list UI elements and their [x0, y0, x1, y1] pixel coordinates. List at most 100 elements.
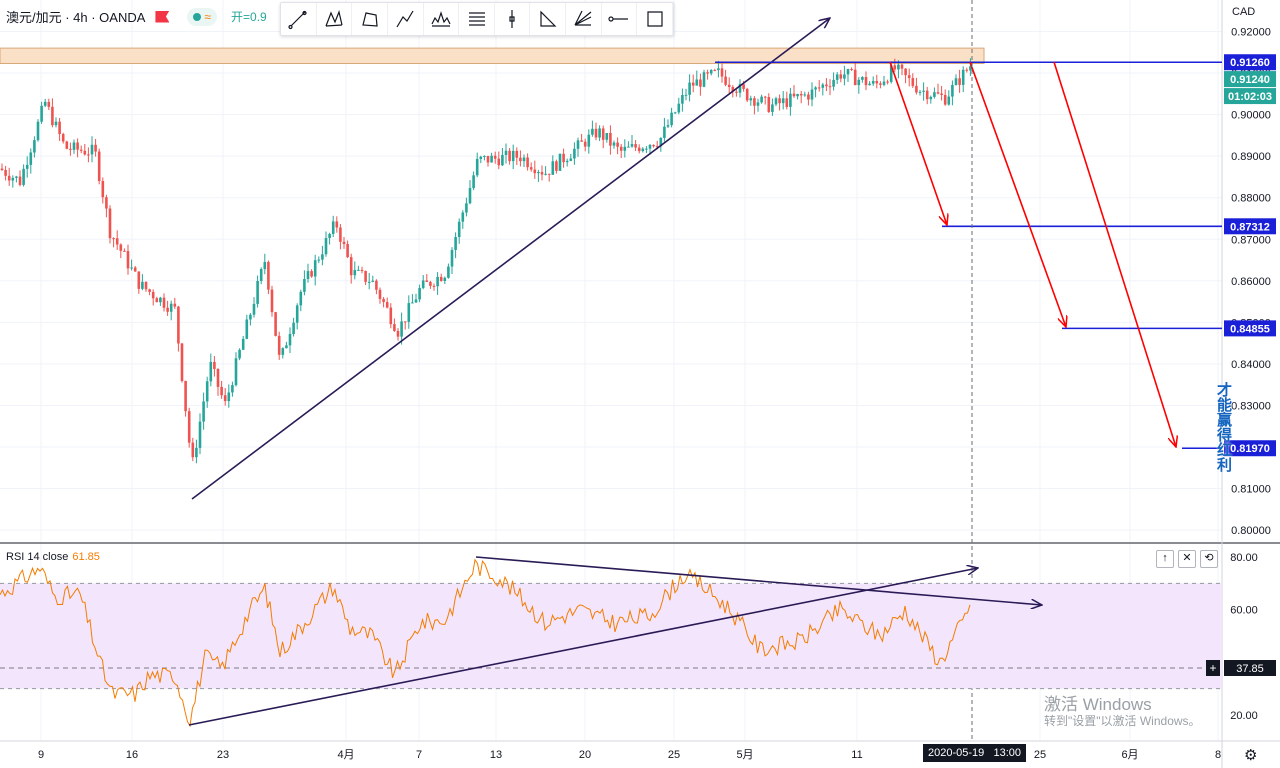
candle: [526, 153, 529, 171]
vertical-line-tool-button[interactable]: [495, 3, 531, 35]
candle-body: [817, 87, 821, 89]
fan-tool-button[interactable]: [566, 3, 602, 35]
candle: [335, 216, 339, 233]
settings-gear-icon[interactable]: ⚙: [1244, 747, 1258, 764]
candle: [940, 85, 943, 101]
flag-icon[interactable]: [155, 10, 170, 23]
maximize-pane-button[interactable]: ⟲: [1200, 550, 1218, 568]
candle-body: [342, 241, 346, 245]
candle: [947, 90, 951, 106]
move-up-button[interactable]: ↑: [1156, 550, 1174, 568]
candle-body: [882, 81, 886, 85]
price-tick-label: 0.84000: [1231, 359, 1271, 371]
target-arrow-3[interactable]: [1053, 61, 1176, 447]
candle: [616, 137, 619, 155]
fib-retracement-tool-icon: [468, 12, 485, 26]
rectangle-tool-button[interactable]: [637, 3, 674, 35]
candle-body: [105, 197, 108, 209]
rsi-marker-text: 37.85: [1236, 663, 1264, 675]
candle: [339, 223, 342, 250]
candle-body: [576, 140, 580, 149]
time-axis[interactable]: 9 16 23 4月 7 13 20 25 5月 11 25 6月 8: [38, 749, 1221, 761]
abcd-pattern-tool-button[interactable]: [352, 3, 388, 35]
candle-body: [947, 96, 951, 105]
candle-body: [713, 69, 717, 71]
candle-body: [115, 238, 119, 245]
candle: [814, 86, 817, 98]
horizontal-ray-tool-button[interactable]: [602, 3, 638, 35]
market-status-pill[interactable]: ≈: [187, 7, 218, 26]
candle-body: [522, 157, 526, 162]
candle: [15, 175, 18, 183]
candle-body: [4, 170, 7, 176]
candle-body: [270, 289, 274, 313]
price-label-text: 0.87312: [1230, 221, 1270, 233]
price-label-text: 01:02:03: [1228, 91, 1272, 103]
candle-body: [256, 280, 259, 304]
elliott-wave-tool-button[interactable]: [530, 3, 567, 35]
candle: [378, 287, 382, 304]
resistance-zone[interactable]: [0, 47, 985, 64]
target-arrow-1[interactable]: [889, 61, 947, 225]
candle-body: [475, 158, 479, 176]
trend-line-tool-button[interactable]: [281, 3, 317, 35]
candle: [709, 69, 713, 76]
drawing-toolbar: [280, 2, 674, 36]
rsi-rising-trendline[interactable]: [188, 568, 978, 726]
candle: [821, 82, 825, 96]
candle-body: [72, 142, 76, 150]
candle: [609, 125, 612, 155]
candle: [285, 341, 288, 349]
symbol-title[interactable]: 澳元/加元 · 4h · OANDA: [6, 10, 146, 25]
candle-body: [699, 79, 702, 87]
candle: [853, 62, 857, 86]
candle-body: [0, 168, 4, 171]
candle: [504, 143, 508, 164]
candle: [198, 413, 202, 455]
candle: [396, 328, 400, 341]
candle: [965, 67, 969, 73]
rsi-value: 61.85: [72, 551, 100, 563]
candle-body: [133, 267, 137, 272]
candle: [792, 85, 796, 98]
uptrend-line[interactable]: [191, 18, 830, 500]
candle-body: [861, 77, 864, 80]
candle: [936, 83, 940, 95]
candle: [213, 356, 216, 377]
candle-body: [321, 254, 324, 260]
candle-body: [641, 148, 645, 152]
candle: [915, 77, 918, 95]
head-shoulders-tool-button[interactable]: [424, 3, 460, 35]
close-pane-button[interactable]: ✕: [1178, 550, 1196, 568]
xabcd-pattern-tool-button[interactable]: [317, 3, 353, 35]
candle: [483, 155, 486, 161]
price-tick-label: 0.80000: [1231, 525, 1271, 537]
target-arrow-2[interactable]: [969, 61, 1066, 327]
candle: [277, 331, 281, 360]
candle-body: [731, 86, 735, 92]
candle: [666, 119, 670, 128]
fib-retracement-tool-button[interactable]: [459, 3, 495, 35]
candle: [33, 136, 36, 158]
candle: [418, 284, 421, 303]
candle-body: [177, 306, 180, 344]
price-axis[interactable]: 0.920000.910000.900000.890000.880000.870…: [1206, 27, 1276, 722]
candle-body: [33, 140, 36, 153]
cypher-pattern-tool-button[interactable]: [388, 3, 424, 35]
rsi-title[interactable]: RSI 14 close: [6, 551, 69, 563]
candle: [789, 87, 792, 116]
activation-watermark-title: 激活 Windows: [1044, 695, 1152, 714]
candle: [691, 74, 695, 93]
candle: [540, 165, 544, 181]
horizontal-ray-tool-icon: [608, 16, 629, 22]
time-tick-label: 16: [126, 749, 138, 761]
candle: [429, 280, 432, 289]
candle-body: [605, 132, 609, 140]
candle: [699, 73, 702, 96]
candle-body: [493, 155, 497, 159]
candle-body: [288, 334, 292, 346]
rsi-falling-trendline[interactable]: [475, 556, 1042, 605]
candle: [155, 296, 159, 303]
candle: [670, 107, 673, 128]
